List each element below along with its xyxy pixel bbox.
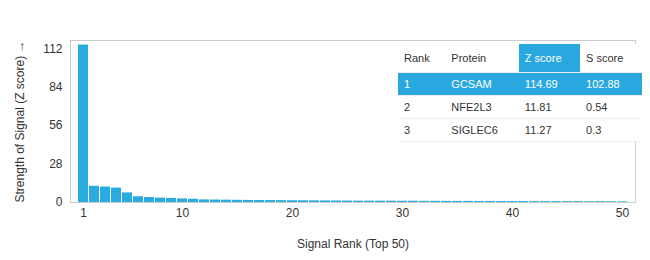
- svg-text:1: 1: [80, 206, 87, 220]
- svg-text:84: 84: [49, 80, 63, 94]
- html-text:3: 3: [404, 124, 411, 136]
- html-text:1: 1: [404, 78, 411, 90]
- html-text:0.3: 0.3: [586, 124, 602, 136]
- html-text:102.88: 102.88: [586, 78, 620, 90]
- svg-text:0: 0: [56, 195, 63, 209]
- html-text:11.27: 11.27: [524, 124, 552, 136]
- html-text:Z score: Z score: [524, 52, 562, 64]
- svg-text:Strength of Signal (Z score) →: Strength of Signal (Z score) →: [13, 40, 27, 202]
- svg-text:50: 50: [616, 206, 630, 220]
- html-text:GCSAM: GCSAM: [451, 78, 492, 90]
- html-text:114.69: 114.69: [524, 78, 558, 90]
- svg-text:Signal Rank (Top 50): Signal Rank (Top 50): [297, 237, 409, 251]
- html-text:11.81: 11.81: [524, 101, 552, 113]
- html-text:Rank: Rank: [404, 52, 430, 64]
- html-text:Protein: Protein: [451, 52, 487, 64]
- svg-text:112: 112: [43, 42, 62, 56]
- html-text:0.54: 0.54: [586, 101, 608, 113]
- svg-text:56: 56: [49, 118, 63, 132]
- html-text:SIGLEC6: SIGLEC6: [451, 124, 498, 136]
- html-text:S score: S score: [586, 52, 624, 64]
- svg-text:30: 30: [396, 206, 410, 220]
- html-text:NFE2L3: NFE2L3: [451, 101, 492, 113]
- svg-text:20: 20: [286, 206, 300, 220]
- svg-text:10: 10: [176, 206, 190, 220]
- svg-text:40: 40: [506, 206, 520, 220]
- svg-text:28: 28: [49, 157, 63, 171]
- html-text:2: 2: [404, 101, 411, 113]
